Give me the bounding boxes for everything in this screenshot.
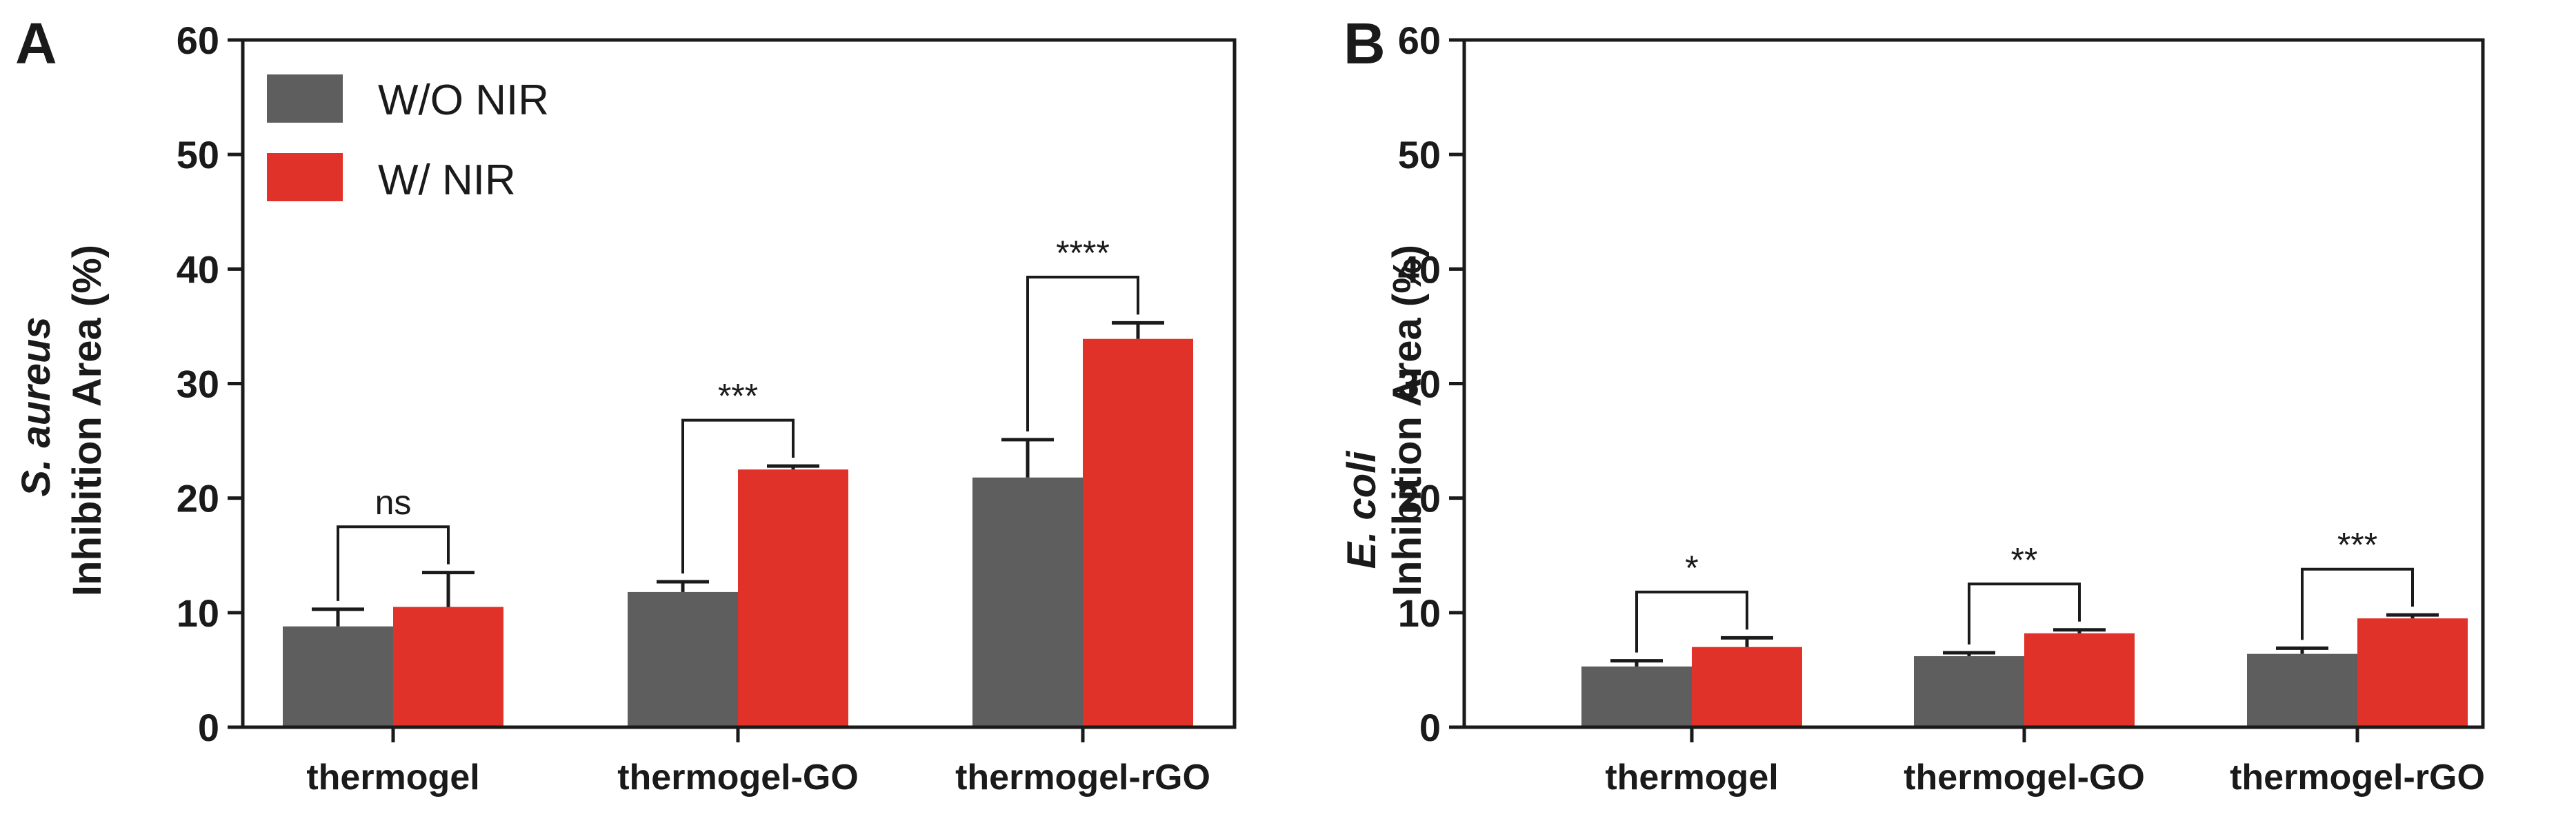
panel-b-significance-bracket-0 [1635,590,1748,653]
panel-b-significance-label-1: ** [2011,540,2038,579]
panel-a-y-tick-label-0: 0 [198,706,219,749]
panel-b-y-tick-label-50: 50 [1398,133,1441,176]
panel-b-significance-bracket-2 [2301,567,2414,640]
panel-b-bar-wo-nir-1 [1914,656,2024,727]
panel-b-bar-w-nir-2 [2357,618,2468,727]
panel-b-bar-w-nir-1 [2024,633,2135,727]
panel-a-y-tick-label-40: 40 [177,247,219,291]
panel-b-y-tick-label-60: 60 [1398,19,1441,62]
panel-b-significance-label-0: * [1685,549,1698,587]
panel-a-category-label-0: thermogel [306,758,479,797]
panel-a-significance-bracket-2 [1026,275,1139,431]
panel-b-significance-label-2: *** [2337,526,2377,565]
panel-b-y-tick-label-30: 30 [1398,363,1441,406]
panel-a-y-label-organism: S. aureus [14,316,59,496]
panel-a-y-tick-label-60: 60 [177,19,219,62]
panel-b-y-tick-label-10: 10 [1398,591,1441,635]
panel-a-category-label-1: thermogel-GO [617,758,859,797]
panel-a-bar-w-nir-0 [393,607,503,727]
panel-a-significance-label-0: ns [375,483,412,522]
panel-b-letter: B [1344,11,1386,76]
panel-a-significance-label-1: *** [718,377,758,416]
panel-a-y-tick-label-50: 50 [177,133,219,176]
panel-a-y-axis-label: S. aureus Inhibition Area (%) [14,245,110,596]
panel-a-letter: A [15,11,57,76]
panel-b-category-label-1: thermogel-GO [1904,758,2145,797]
panel-a-bar-wo-nir-0 [283,626,393,727]
panel-a-significance-bracket-0 [337,525,450,601]
panel-a: A S. aureus Inhibition Area (%) ns******… [14,11,1237,797]
panel-a-bar-w-nir-2 [1083,338,1193,727]
panel-b-bar-w-nir-0 [1692,647,1802,727]
panel-b-significance-bracket-1 [1968,582,2081,644]
legend-swatch-wo-nir [267,74,343,123]
legend: W/O NIR W/ NIR [267,74,549,204]
panel-a-significance-label-2: **** [1056,234,1110,272]
panel-a-bar-w-nir-1 [738,469,848,727]
panel-b-y-axis-label: E. coli Inhibition Area (%) [1339,245,1430,596]
panel-a-bar-wo-nir-1 [628,591,738,727]
panel-b: B E. coli Inhibition Area (%) * ** ***0102… [1339,11,2485,797]
panel-b-bar-wo-nir-0 [1581,666,1692,727]
panel-b-y-tick-label-0: 0 [1419,706,1441,749]
panel-b-y-tick-label-20: 20 [1398,477,1441,520]
legend-swatch-w-nir [267,153,343,201]
panel-a-y-label-measure: Inhibition Area (%) [65,245,110,596]
legend-label-wo-nir: W/O NIR [378,77,549,124]
legend-label-w-nir: W/ NIR [378,156,516,204]
panel-a-y-tick-label-30: 30 [177,363,219,406]
panel-b-y-tick-label-40: 40 [1398,247,1441,291]
panel-b-category-label-2: thermogel-rGO [2230,758,2485,797]
panel-a-significance-bracket-1 [681,418,795,573]
panel-b-y-label-organism: E. coli [1339,450,1384,569]
panel-a-category-label-2: thermogel-rGO [955,758,1210,797]
panel-b-y-label-measure: Inhibition Area (%) [1385,245,1430,596]
panel-a-y-tick-label-20: 20 [177,477,219,520]
panel-a-y-tick-label-10: 10 [177,591,219,635]
panel-a-bar-wo-nir-2 [972,477,1083,727]
panel-b-category-label-0: thermogel [1605,758,1778,797]
panel-b-bar-wo-nir-2 [2247,653,2357,727]
panel-b-axes-frame [1462,38,2485,729]
